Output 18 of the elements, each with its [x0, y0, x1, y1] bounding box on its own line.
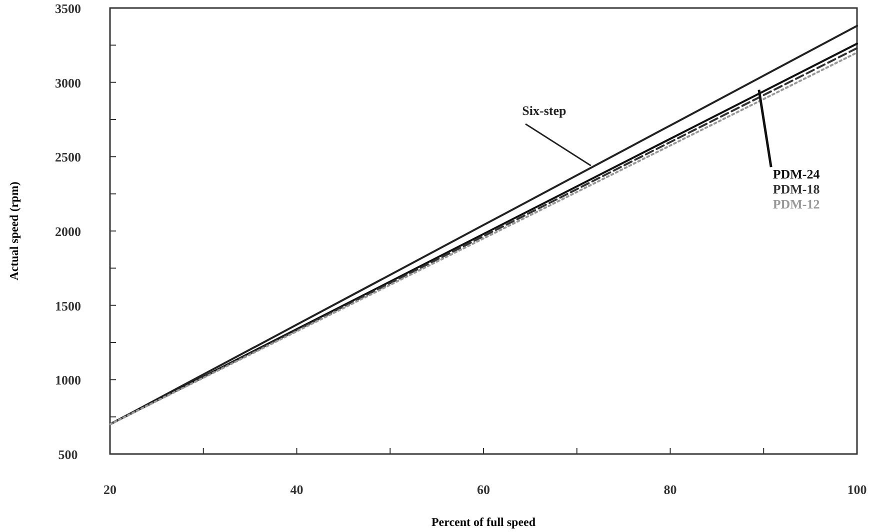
- y-tick-label: 2000: [55, 224, 81, 239]
- text: Six-step: [522, 103, 566, 118]
- text: PDM-18: [772, 182, 820, 197]
- text: PDM-24: [772, 166, 820, 182]
- y-tick-label: 1000: [55, 372, 81, 388]
- text: PDM-12: [772, 196, 820, 212]
- x-axis-title: Percent of full speed: [431, 515, 536, 529]
- x-tick-label: 40: [290, 482, 304, 497]
- x-tick-label: 80: [664, 482, 677, 497]
- x-tick-label: 20: [104, 482, 116, 497]
- y-tick-label: 500: [58, 447, 78, 462]
- x-tick-label: 60: [477, 482, 490, 497]
- y-axis-title: Actual speed (rpm): [7, 182, 21, 280]
- y-tick-label: 2500: [55, 150, 81, 165]
- y-tick-label: 3500: [55, 1, 81, 16]
- x-tick-label: 100: [847, 482, 867, 497]
- y-tick-label: 3000: [55, 75, 81, 90]
- y-tick-label: 1500: [55, 298, 81, 314]
